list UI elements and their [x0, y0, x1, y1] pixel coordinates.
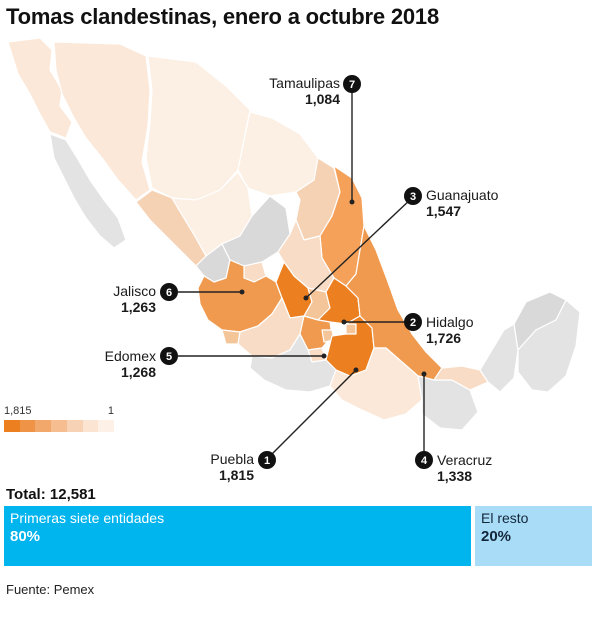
- label-name-jalisco: Jalisco: [113, 283, 156, 299]
- state-baja-california: [7, 37, 73, 139]
- legend-swatch: [35, 420, 52, 432]
- label-puebla: Puebla 1,815 1: [210, 451, 276, 483]
- label-value-jalisco: 1,263: [121, 299, 156, 315]
- anchor-dot-puebla: [353, 367, 359, 373]
- anchor-dot-guanajuato: [303, 295, 309, 301]
- rank-number-guanajuato: 3: [410, 191, 416, 203]
- label-name-hidalgo: Hidalgo: [426, 314, 474, 330]
- legend-swatch: [51, 420, 67, 432]
- rank-badge-hidalgo: [404, 313, 422, 331]
- label-guanajuato: 3 Guanajuato 1,547: [404, 187, 499, 219]
- state-quintana-roo: [517, 299, 581, 393]
- label-value-puebla: 1,815: [219, 467, 254, 483]
- label-value-veracruz: 1,338: [437, 468, 472, 484]
- share-segment-top-seven-percent: 80%: [10, 528, 41, 545]
- label-hidalgo: 2 Hidalgo 1,726: [404, 313, 474, 346]
- leader-line-puebla: [267, 369, 357, 459]
- source-note: Fuente: Pemex: [6, 582, 95, 597]
- label-value-guanajuato: 1,547: [426, 203, 461, 219]
- label-value-edomex: 1,268: [121, 364, 156, 380]
- label-value-tamaulipas: 1,084: [305, 91, 340, 107]
- state-tlaxcala: [345, 323, 357, 335]
- anchor-dot-edomex: [321, 353, 327, 359]
- rank-number-hidalgo: 2: [410, 317, 416, 329]
- anchor-dot-veracruz: [421, 371, 427, 377]
- share-segment-rest-label: El resto: [481, 510, 529, 526]
- rank-number-tamaulipas: 7: [349, 79, 355, 91]
- states-layer: [7, 37, 581, 431]
- leader-line-guanajuato: [305, 197, 413, 299]
- color-legend: 1,815 1: [4, 405, 115, 432]
- label-name-puebla: Puebla: [210, 451, 254, 467]
- leader-lines: [178, 86, 425, 459]
- legend-max-label: 1,815: [4, 405, 32, 417]
- share-segment-rest: El resto 20%: [475, 506, 592, 566]
- label-tamaulipas: Tamaulipas 1,084 7: [269, 75, 361, 107]
- label-edomex: Edomex 1,268 5: [105, 347, 178, 380]
- rank-badge-guanajuato: [404, 187, 422, 205]
- label-name-veracruz: Veracruz: [437, 452, 492, 468]
- label-jalisco: Jalisco 1,263 6: [113, 283, 178, 315]
- share-segment-top-seven: Primeras siete entidades 80%: [4, 506, 471, 566]
- rank-badge-veracruz: [415, 451, 433, 469]
- label-veracruz: 4 Veracruz 1,338: [415, 451, 492, 484]
- legend-swatch: [4, 420, 20, 432]
- legend-swatch: [98, 420, 115, 432]
- anchor-dot-hidalgo: [341, 319, 347, 325]
- rank-badge-tamaulipas: [343, 75, 361, 93]
- mexico-map: Tamaulipas 1,084 7 3 Guanajuato 1,547 Ja…: [7, 37, 581, 484]
- legend-swatch: [82, 420, 99, 432]
- share-segment-top-seven-label: Primeras siete entidades: [10, 510, 165, 526]
- rank-badge-jalisco: [160, 283, 178, 301]
- state-sonora: [53, 41, 151, 201]
- state-colima: [221, 329, 241, 345]
- anchor-dot-jalisco: [239, 289, 245, 295]
- rank-number-veracruz: 4: [421, 455, 428, 467]
- state-guerrero: [249, 333, 337, 393]
- state-coahuila: [237, 111, 319, 197]
- legend-min-label: 1: [107, 405, 114, 417]
- rank-number-jalisco: 6: [166, 287, 172, 299]
- rank-badge-edomex: [160, 347, 178, 365]
- label-name-tamaulipas: Tamaulipas: [269, 75, 340, 91]
- legend-color-ramp: [4, 420, 115, 432]
- total-label: Total: 12,581: [6, 486, 96, 503]
- anchor-dots: [239, 199, 427, 377]
- share-segment-rest-percent: 20%: [481, 528, 512, 545]
- anchor-dot-tamaulipas: [349, 199, 355, 205]
- state-labels: Tamaulipas 1,084 7 3 Guanajuato 1,547 Ja…: [105, 75, 499, 484]
- legend-swatch: [19, 420, 36, 432]
- rank-badge-puebla: [258, 451, 276, 469]
- map-title: Tomas clandestinas, enero a octubre 2018: [6, 4, 439, 29]
- rank-number-puebla: 1: [264, 455, 270, 467]
- state-baja-california-sur: [49, 133, 127, 249]
- legend-swatch: [66, 420, 83, 432]
- legend-labels: 1,815 1: [4, 405, 114, 417]
- share-bar: Primeras siete entidades 80% El resto 20…: [4, 506, 592, 566]
- label-name-guanajuato: Guanajuato: [426, 187, 499, 203]
- rank-number-edomex: 5: [166, 351, 172, 363]
- label-value-hidalgo: 1,726: [426, 330, 461, 346]
- label-name-edomex: Edomex: [105, 348, 156, 364]
